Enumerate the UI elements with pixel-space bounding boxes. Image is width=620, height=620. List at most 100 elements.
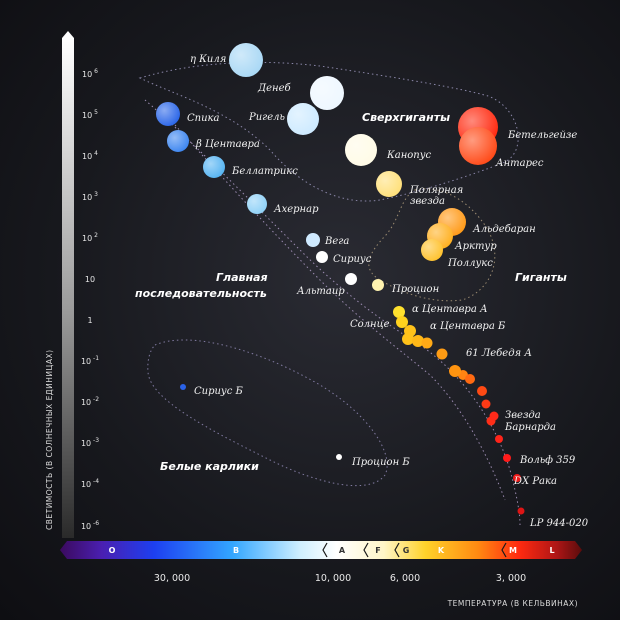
star-highlight bbox=[156, 102, 180, 126]
luminosity-bar bbox=[62, 31, 74, 538]
star-disc bbox=[180, 384, 186, 390]
star-label: Сириус Б bbox=[194, 386, 244, 397]
star-beta-centauri: β Центавра bbox=[167, 130, 260, 152]
y-tick-label: 10 -1 bbox=[81, 355, 99, 366]
y-tick-exponent: -6 bbox=[91, 520, 99, 527]
x-tick-labels: 30, 000 10, 000 6, 000 3, 000 bbox=[154, 573, 526, 584]
star-disc bbox=[393, 306, 405, 318]
y-tick-label: 10 -2 bbox=[81, 396, 99, 407]
y-tick-label: 10 6 bbox=[82, 68, 98, 79]
star-dx-cancri: DX Рака bbox=[513, 474, 557, 487]
star-pollux: Поллукс bbox=[421, 239, 493, 269]
y-tick-base: 10 bbox=[82, 234, 92, 243]
spectral-class-label: O bbox=[109, 546, 116, 555]
y-tick-label: 10 4 bbox=[82, 150, 98, 161]
y-tick-base: 10 bbox=[82, 70, 92, 79]
star-label: η Киля bbox=[190, 54, 226, 65]
star-disc bbox=[336, 454, 342, 460]
star-label: Полярная bbox=[409, 185, 463, 196]
star-dot bbox=[477, 386, 487, 396]
star-vega: Вега bbox=[306, 233, 349, 247]
star-label: Поллукс bbox=[447, 258, 493, 269]
star-sirius: Сириус bbox=[316, 251, 372, 265]
star-label: 61 Лебедя А bbox=[466, 348, 532, 359]
star-spica: Спика bbox=[156, 102, 220, 126]
stars: η Киля Денеб Ригель Спика β Центавра Беллатри… bbox=[156, 43, 589, 529]
star-procyon-b: Процион Б bbox=[336, 454, 410, 468]
y-tick-base: 10 bbox=[82, 152, 92, 161]
region-label-white-dwarfs: Белые карлики bbox=[160, 460, 259, 473]
star-label: Альтаир bbox=[296, 286, 345, 297]
spectral-class-label: A bbox=[339, 546, 346, 555]
star-dot bbox=[495, 435, 503, 443]
star-label: Альдебаран bbox=[472, 224, 536, 235]
y-tick-base: 10 bbox=[85, 275, 95, 284]
y-tick-exponent: 5 bbox=[92, 109, 98, 116]
spectral-divider bbox=[322, 542, 328, 558]
arrow-up-icon bbox=[62, 31, 74, 38]
star-label: Вольф 359 bbox=[519, 455, 576, 466]
spectral-divider bbox=[394, 542, 400, 558]
star-disc bbox=[372, 279, 384, 291]
star-label: β Центавра bbox=[195, 139, 260, 150]
luminosity-gradient bbox=[62, 38, 74, 538]
y-tick-base: 10 bbox=[81, 439, 91, 448]
star-alpha-cen-b: α Центавра Б bbox=[404, 321, 506, 337]
x-tick-label: 30, 000 bbox=[154, 573, 190, 584]
star-highlight bbox=[247, 194, 267, 214]
star-altair: Альтаир bbox=[296, 273, 357, 297]
spectral-dividers bbox=[322, 542, 507, 558]
y-tick-label: 10 bbox=[85, 275, 95, 284]
y-tick-exponent: -4 bbox=[91, 478, 99, 485]
spectral-class-label: F bbox=[375, 546, 380, 555]
region-label-supergiants: Сверхгиганты bbox=[362, 111, 450, 124]
region-outlines bbox=[138, 61, 521, 526]
star-label: Ригель bbox=[248, 112, 285, 123]
star-label: Антарес bbox=[495, 158, 544, 169]
main-sequence-lower-edge bbox=[174, 124, 506, 501]
y-tick-base: 10 bbox=[81, 480, 91, 489]
star-deneb: Денеб bbox=[257, 76, 344, 110]
y-tick-base: 10 bbox=[81, 522, 91, 531]
y-tick-exponent: 4 bbox=[92, 150, 98, 157]
star-dot bbox=[436, 348, 448, 360]
star-wolf-359: Вольф 359 bbox=[503, 454, 576, 466]
star-procyon: Процион bbox=[372, 279, 439, 295]
star-label: Вега bbox=[324, 236, 349, 247]
y-tick-exponent: 2 bbox=[92, 232, 98, 239]
spectral-class-label: M bbox=[509, 546, 517, 555]
star-highlight bbox=[421, 239, 443, 261]
spectral-divider bbox=[501, 542, 507, 558]
y-tick-exponent: 6 bbox=[92, 68, 98, 75]
star-61-cygni-a: 61 Лебедя А bbox=[449, 348, 532, 377]
y-tick-label: 10 -6 bbox=[81, 520, 99, 531]
star-dot bbox=[465, 374, 475, 384]
y-tick-label: 10 -3 bbox=[81, 437, 99, 448]
star-label: Сириус bbox=[333, 254, 372, 265]
y-tick-label: 10 2 bbox=[82, 232, 98, 243]
star-disc bbox=[489, 411, 499, 421]
star-bellatrix: Беллатрикс bbox=[203, 156, 298, 178]
star-sun: Солнце bbox=[350, 316, 408, 330]
star-label: Процион Б bbox=[351, 457, 410, 468]
star-disc bbox=[404, 325, 416, 337]
y-tick-label: 10 -4 bbox=[81, 478, 99, 489]
y-tick-exponent: -2 bbox=[91, 396, 99, 403]
spectral-class-label: B bbox=[233, 546, 239, 555]
star-disc bbox=[513, 474, 521, 482]
white-dwarfs-outline bbox=[147, 339, 388, 487]
y-tick-label: 10 5 bbox=[82, 109, 98, 120]
y-tick-exponent: -3 bbox=[91, 437, 99, 444]
star-label: Барнарда bbox=[504, 422, 556, 433]
star-highlight bbox=[229, 43, 263, 77]
star-dot bbox=[481, 399, 491, 409]
star-aldebaran: Альдебаран bbox=[438, 208, 536, 236]
star-highlight bbox=[376, 171, 402, 197]
